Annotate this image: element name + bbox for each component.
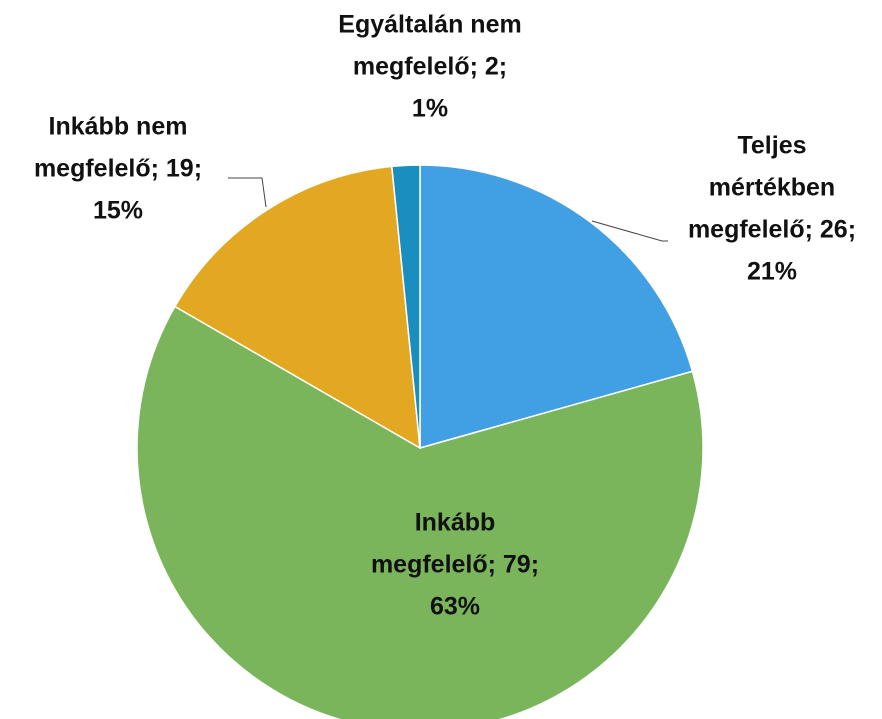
- data-label: megfelelő; 26;: [688, 216, 856, 244]
- data-label: 1%: [412, 95, 448, 123]
- data-label: Egyáltalán nem: [338, 11, 521, 39]
- pie-slice: [136, 305, 704, 719]
- pie-slice: [391, 164, 421, 449]
- pie-slice: [419, 164, 694, 449]
- data-label: Inkább nem: [49, 113, 188, 141]
- data-label: Teljes: [737, 132, 806, 160]
- data-label: 15%: [93, 197, 143, 225]
- leader-line: [591, 220, 668, 242]
- data-label: megfelelő; 2;: [353, 53, 507, 81]
- leader-line: [228, 177, 267, 208]
- data-label: megfelelő; 79;: [371, 551, 539, 579]
- data-label: megfelelő; 19;: [34, 155, 202, 183]
- data-label: 21%: [747, 258, 797, 286]
- data-label: mértékben: [709, 174, 835, 202]
- pie-slice: [173, 165, 421, 450]
- data-label: Inkább: [415, 509, 496, 537]
- data-label: 63%: [430, 593, 480, 621]
